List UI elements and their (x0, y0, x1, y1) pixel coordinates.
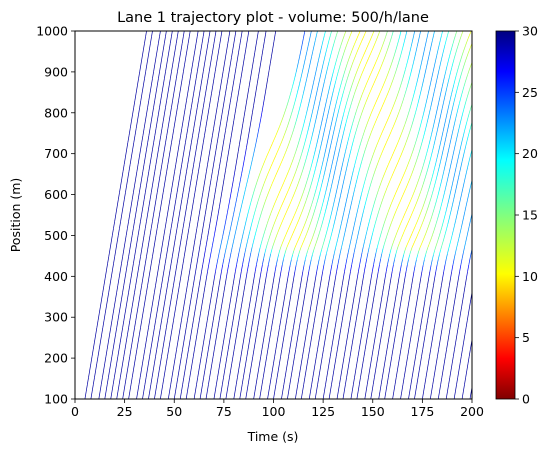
trajectory (142, 31, 205, 399)
trajectory (128, 31, 191, 399)
trajectory (233, 31, 326, 399)
trajectory (90, 31, 153, 399)
trajectory (98, 31, 161, 399)
trajectory (267, 31, 361, 399)
trajectory (167, 31, 231, 399)
y-tick-label: 400 (44, 269, 68, 284)
trajectory (414, 121, 472, 399)
colorbar-ticks: 0 5 10 15 20 25 30 (515, 24, 538, 407)
x-tick-label: 75 (216, 404, 232, 419)
trajectory (122, 31, 185, 399)
trajectory (437, 212, 472, 399)
trajectory (400, 81, 472, 399)
trajectory (273, 31, 367, 399)
trajectory (110, 31, 173, 399)
trajectory (213, 31, 306, 399)
trajectory (364, 31, 458, 399)
trajectory (253, 31, 347, 399)
x-tick-label: 100 (262, 404, 286, 419)
colorbar-tick-label: 30 (522, 24, 538, 39)
trajectory (300, 31, 394, 399)
colorbar-tick-label: 0 (522, 392, 530, 407)
trajectory (294, 31, 388, 399)
colorbar-tick-label: 5 (522, 330, 530, 345)
y-tick-label: 900 (44, 64, 68, 79)
trajectory (160, 31, 223, 399)
y-axis: 100 200 300 400 500 600 700 800 900 1000 (36, 24, 75, 407)
y-tick-label: 300 (44, 310, 68, 325)
trajectory (422, 148, 472, 399)
trajectory (219, 31, 312, 399)
trajectory (287, 31, 381, 399)
trajectory (350, 31, 443, 399)
trajectory (179, 31, 243, 399)
trajectory (84, 31, 147, 399)
y-tick-label: 100 (44, 392, 68, 407)
trajectory (322, 31, 416, 399)
chart-title: Lane 1 trajectory plot - volume: 500/h/l… (117, 10, 429, 26)
trajectory (245, 31, 339, 399)
trajectory (445, 247, 472, 399)
x-tick-label: 150 (361, 404, 385, 419)
trajectory (378, 31, 472, 399)
trajectory (116, 31, 179, 399)
colorbar-tick-label: 15 (522, 208, 538, 223)
x-tick-label: 200 (460, 404, 484, 419)
y-tick-label: 600 (44, 187, 68, 202)
x-axis: 0 25 50 75 100 125 150 175 200 (71, 399, 484, 419)
trajectory (308, 31, 402, 399)
x-tick-label: 0 (71, 404, 79, 419)
trajectory (328, 31, 421, 399)
colorbar-tick-label: 10 (522, 269, 538, 284)
trajectory (259, 31, 353, 399)
x-axis-label: Time (s) (247, 429, 299, 444)
trajectory (314, 31, 408, 399)
trajectory (173, 31, 237, 399)
x-tick-label: 175 (410, 404, 434, 419)
trajectory-lines (84, 31, 472, 399)
trajectory (104, 31, 167, 399)
trajectory (336, 31, 429, 399)
trajectory (148, 31, 211, 399)
y-tick-label: 500 (44, 228, 68, 243)
y-tick-label: 800 (44, 105, 68, 120)
trajectory (429, 178, 472, 399)
x-tick-label: 25 (117, 404, 133, 419)
y-tick-label: 200 (44, 351, 68, 366)
colorbar-tick-label: 20 (522, 146, 538, 161)
trajectory (384, 42, 472, 399)
trajectory (205, 31, 277, 399)
plot-background (75, 31, 472, 399)
trajectory (193, 31, 259, 399)
trajectory (370, 31, 464, 399)
y-axis-label: Position (m) (8, 178, 23, 253)
colorbar-tick-label: 25 (522, 85, 538, 100)
trajectory (356, 31, 450, 399)
y-tick-label: 700 (44, 146, 68, 161)
trajectory (281, 31, 375, 399)
trajectory (461, 337, 472, 399)
trajectory (342, 31, 435, 399)
trajectory (408, 102, 472, 399)
trajectory (185, 31, 250, 399)
trajectory (199, 31, 267, 399)
trajectory (239, 31, 332, 399)
x-tick-label: 125 (311, 404, 335, 419)
y-tick-label: 1000 (36, 24, 68, 39)
trajectory (392, 61, 472, 399)
trajectory (136, 31, 199, 399)
x-tick-label: 50 (166, 404, 182, 419)
colorbar (495, 30, 516, 400)
trajectory (154, 31, 217, 399)
